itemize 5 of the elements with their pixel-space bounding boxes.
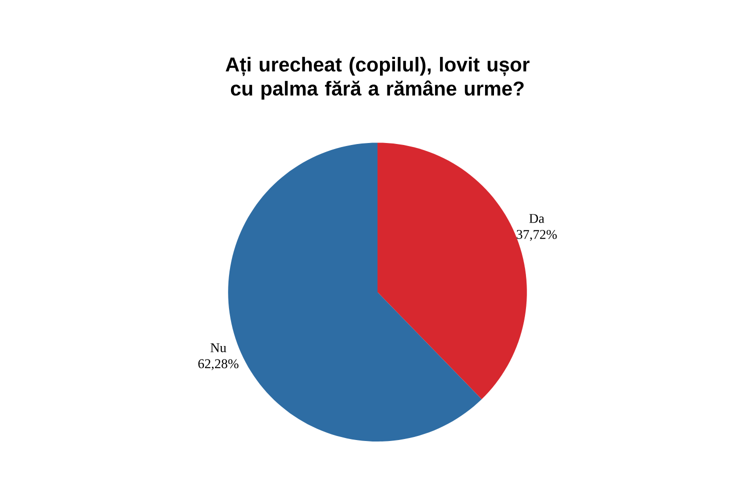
slice-label: Da: [529, 214, 544, 223]
data-label: 62,28%: [198, 359, 238, 370]
chart-title: Ați urecheat (copilul), lovit ușor cu palma fără a rămâne urme?: [226, 56, 530, 100]
slice-label: Nu: [210, 343, 226, 352]
data-label: 37,72%: [516, 230, 557, 241]
